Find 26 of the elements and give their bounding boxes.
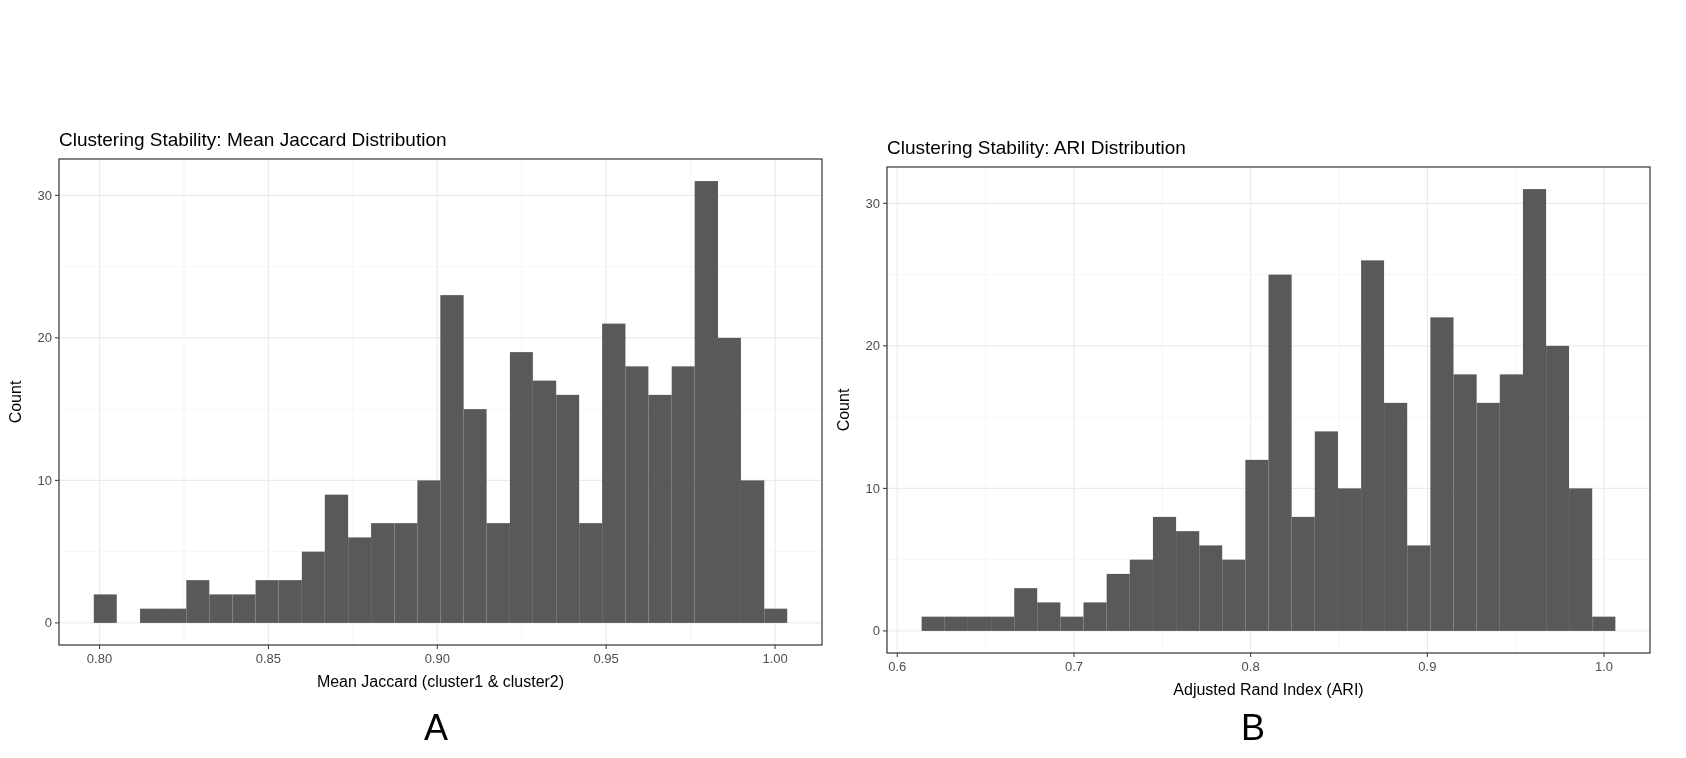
x-tick-label: 1.00 [762,651,788,666]
y-tick-label: 30 [865,195,880,211]
x-tick-label: 0.80 [86,651,113,666]
x-tick-label: 0.95 [593,651,619,666]
x-tick-label: 0.85 [255,651,282,666]
text: B [1240,707,1266,748]
y-axis-title: Count [835,388,852,432]
y-tick-label: 0 [872,623,880,639]
x-axis-title: Mean Jaccard (cluster1 & cluster2) [316,673,565,690]
x-tick-label: 0.6 [888,659,907,674]
chart-title: Clustering Stability: ARI Distribution [887,137,1186,158]
y-tick-label: 20 [37,330,52,346]
y-tick-label: 0 [44,615,52,631]
text: A [423,707,449,748]
y-tick-label: 10 [865,480,880,496]
y-tick-label: 30 [37,187,52,203]
x-tick-label: 0.8 [1241,659,1260,674]
x-tick-label: 0.7 [1064,659,1083,674]
x-axis-title: Adjusted Rand Index (ARI) [1173,681,1364,698]
y-tick-label: 10 [37,472,52,488]
x-tick-label: 0.9 [1418,659,1437,674]
x-tick-label: 0.90 [424,651,450,666]
chart-title: Clustering Stability: Mean Jaccard Distribution [59,129,447,150]
y-axis-title: Count [7,380,24,424]
y-tick-label: 20 [865,338,880,354]
x-tick-label: 1.0 [1595,659,1614,674]
